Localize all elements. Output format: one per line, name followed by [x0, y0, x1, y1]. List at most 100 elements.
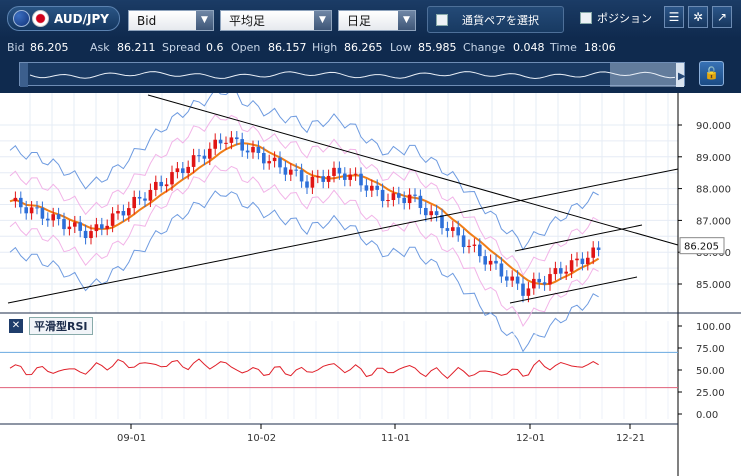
candle-body	[537, 278, 541, 283]
candle-body	[197, 155, 201, 157]
position-checkbox[interactable]	[580, 12, 592, 24]
candle-body	[445, 228, 450, 231]
candle-body	[505, 276, 509, 281]
play-icon[interactable]: ▶	[678, 71, 686, 82]
position-toggle[interactable]: ポジション	[580, 10, 652, 26]
candle-body	[321, 176, 325, 182]
x-tick-label: 12-01	[516, 433, 545, 444]
position-label: ポジション	[597, 12, 652, 25]
candle-body	[191, 155, 196, 167]
menu-icon[interactable]: ☰	[664, 6, 684, 28]
candle-body	[467, 245, 471, 248]
candle-body	[272, 157, 277, 162]
price-type-select[interactable]: Bid ▼	[128, 10, 214, 31]
chart-navigator[interactable]: ▶	[19, 62, 686, 87]
bid-value: 86.205	[30, 41, 69, 54]
candle-body	[370, 185, 374, 191]
candle-body	[262, 152, 266, 164]
x-tick-label: 10-02	[247, 433, 276, 444]
candle-body	[137, 196, 142, 199]
candle-body	[94, 224, 99, 232]
candle-body	[488, 260, 493, 265]
rsi-line	[9, 358, 599, 379]
gear-icon[interactable]: ✲	[688, 6, 708, 28]
candle-body	[332, 167, 336, 176]
candle-body	[521, 283, 525, 296]
candle-body	[364, 185, 369, 191]
candle-body	[456, 227, 460, 236]
candle-body	[229, 137, 234, 143]
rsi-tick-label: 0.00	[696, 410, 718, 421]
chevron-down-icon: ▼	[314, 11, 331, 30]
candle-body	[380, 189, 385, 202]
candle-body	[413, 194, 417, 196]
candle-body	[186, 166, 190, 174]
candle-body	[208, 148, 212, 159]
candle-body	[407, 194, 412, 204]
candle-body	[40, 207, 45, 219]
period-select[interactable]: 日足 ▼	[338, 10, 416, 31]
candle-body	[35, 207, 39, 209]
change-label: Change	[463, 41, 506, 54]
candle-body	[218, 139, 223, 144]
candle-body	[402, 197, 406, 204]
low-value: 85.985	[418, 41, 457, 54]
candle-body	[499, 263, 504, 277]
candle-body	[375, 185, 379, 190]
pair-select-checkbox[interactable]	[436, 13, 448, 26]
period-value: 日足	[347, 14, 372, 28]
candle-body	[235, 137, 239, 140]
currency-pair-label: AUD/JPY	[54, 11, 109, 26]
candle-body	[299, 170, 304, 182]
candle-body	[110, 213, 115, 226]
candle-body	[256, 146, 261, 153]
bollinger-upper	[9, 93, 599, 251]
close-icon[interactable]: ✕	[9, 319, 23, 333]
chart-style-select[interactable]: 平均足 ▼	[220, 10, 332, 31]
candle-body	[89, 231, 93, 239]
candle-body	[67, 226, 72, 230]
candle-body	[170, 172, 174, 185]
candle-body	[29, 207, 34, 214]
pair-select-button[interactable]: 通貨ペアを選択	[427, 6, 564, 33]
trend-line	[7, 168, 679, 304]
candle-body	[391, 193, 396, 201]
quote-bar: Bid 86.205 Ask 86.211 Spread 0.6 Open 86…	[0, 38, 741, 58]
candle-body	[143, 198, 147, 201]
candle-body	[510, 276, 514, 281]
candle-body	[337, 167, 342, 174]
australia-flag-icon	[13, 10, 30, 27]
candle-body	[46, 218, 50, 221]
low-label: Low	[390, 41, 412, 54]
candle-body	[451, 227, 455, 231]
candle-body	[78, 222, 82, 231]
candle-body	[202, 155, 207, 159]
candle-body	[289, 169, 293, 175]
lock-icon[interactable]: 🔓	[699, 61, 724, 86]
chart-style-value: 平均足	[229, 14, 266, 28]
candle-body	[251, 146, 255, 153]
x-tick-label: 12-21	[616, 433, 645, 444]
chart-area[interactable]: 90.00089.00088.00087.00086.00085.00086.2…	[0, 93, 741, 476]
currency-pair-button[interactable]: AUD/JPY	[7, 6, 120, 31]
trend-line	[509, 276, 638, 304]
candle-body	[310, 176, 315, 188]
candle-body	[429, 211, 433, 216]
navigator-left-handle[interactable]	[20, 63, 28, 87]
candle-body	[559, 268, 563, 274]
navigator-right-handle[interactable]	[676, 63, 684, 87]
candle-body	[548, 274, 552, 285]
candle-body	[472, 244, 477, 246]
candle-body	[569, 260, 574, 272]
candle-body	[494, 260, 498, 264]
moving-average-line	[9, 142, 600, 286]
candle-body	[175, 168, 180, 173]
rsi-title: 平滑型RSI	[29, 317, 93, 335]
candle-body	[132, 196, 136, 209]
popout-icon[interactable]: ↗	[712, 6, 732, 28]
candle-body	[83, 230, 88, 239]
candle-body	[386, 200, 390, 202]
candle-body	[100, 224, 104, 229]
price-chart[interactable]: 90.00089.00088.00087.00086.00085.00086.2…	[0, 93, 741, 476]
